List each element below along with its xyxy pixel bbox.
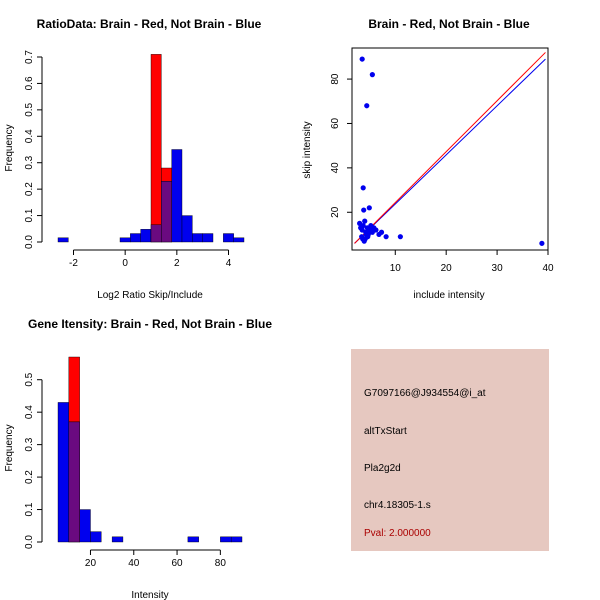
- gene-blue-bar: [187, 536, 199, 543]
- ratio-histogram-title: RatioData: Brain - Red, Not Brain - Blue: [37, 17, 262, 31]
- gene-blue-bar: [90, 531, 102, 543]
- scatter-point: [378, 229, 385, 235]
- gene-blue-bar: [79, 509, 91, 543]
- gene-y-tick-label: 0.2: [24, 470, 35, 484]
- gene-y-tick-label: 0.4: [24, 405, 35, 419]
- ratio-blue-bar: [223, 233, 234, 243]
- scatter-x-tick-label: 10: [390, 263, 402, 274]
- ratio-blue-bar: [140, 229, 152, 243]
- ratio-blue-bar: [233, 237, 245, 243]
- gene-blue-bar: [220, 536, 232, 543]
- ratio-blue-bar: [202, 233, 214, 243]
- scatter-x-tick-label: 30: [492, 263, 504, 274]
- gene-blue-bar: [57, 402, 70, 543]
- info-panel: G7097166@J934554@i_at altTxStart Pla2g2d…: [351, 349, 549, 551]
- ratio-blue-bar: [119, 237, 131, 243]
- scatter-point: [364, 103, 370, 109]
- gene-intensity-histogram-panel: Gene Itensity: Brain - Red, Not Brain - …: [4, 317, 272, 600]
- scatter-title: Brain - Red, Not Brain - Blue: [368, 17, 530, 31]
- scatter-x-tick-label: 40: [542, 263, 554, 274]
- gene-x-tick-label: 60: [171, 558, 183, 569]
- scatter-point: [383, 234, 389, 240]
- ratio-y-tick-label: 0.5: [24, 102, 35, 116]
- scatter-point: [369, 72, 375, 78]
- ratio-blue-bar: [130, 233, 141, 243]
- gene-y-tick-label: 0.0: [24, 535, 35, 549]
- scatter-red-fit-line: [354, 52, 546, 244]
- scatter-point: [359, 56, 365, 62]
- ratio-y-tick-label: 0.2: [24, 182, 35, 196]
- ratio-red-bar: [150, 54, 162, 226]
- scatter-point: [373, 227, 379, 233]
- scatter-y-tick-label: 80: [330, 73, 341, 85]
- ratio-x-tick-label: 0: [122, 258, 128, 269]
- scatter-point: [360, 222, 366, 229]
- gene-y-tick-label: 0.1: [24, 502, 35, 516]
- ratio-blue-bar: [181, 215, 193, 243]
- ratio-blue-bar: [192, 233, 203, 243]
- scatter-y-tick-label: 60: [330, 117, 341, 129]
- gene-y-tick-label: 0.3: [24, 437, 35, 451]
- gene-blue-bar: [230, 536, 243, 543]
- event-type: altTxStart: [364, 426, 407, 437]
- gene-histogram-xlabel: Intensity: [131, 590, 168, 600]
- intensity-scatter-panel: Brain - Red, Not Brain - Blue include in…: [302, 17, 554, 301]
- ratio-y-tick-label: 0.7: [24, 50, 35, 64]
- scatter-point: [366, 205, 372, 211]
- scatter-point: [360, 185, 366, 191]
- scatter-y-tick-label: 20: [330, 206, 341, 218]
- ratio-overlap-bar: [150, 224, 162, 243]
- gene-red-bar: [68, 356, 80, 423]
- scatter-point: [362, 218, 368, 224]
- scatter-x-tick-label: 20: [441, 263, 453, 274]
- scatter-ylabel: skip intensity: [302, 121, 313, 178]
- ratio-overlap-bar: [161, 181, 172, 243]
- scatter-blue-fit-line: [354, 58, 546, 244]
- ratio-y-tick-label: 0.1: [24, 208, 35, 222]
- chromosome-location: chr4.18305-1.s: [364, 500, 431, 511]
- ratio-y-tick-label: 0.4: [24, 129, 35, 143]
- ratio-x-tick-label: -2: [69, 258, 78, 269]
- ratio-y-tick-label: 0.0: [24, 235, 35, 249]
- scatter-point: [360, 236, 366, 242]
- ratio-y-tick-label: 0.6: [24, 76, 35, 90]
- scatter-frame: [351, 47, 549, 251]
- scatter-y-tick-label: 40: [330, 162, 341, 174]
- ratio-blue-bar: [57, 237, 69, 243]
- probe-id: G7097166@J934554@i_at: [364, 388, 486, 399]
- gene-y-tick-label: 0.5: [24, 372, 35, 386]
- gene-blue-bar: [111, 536, 124, 543]
- gene-x-tick-label: 80: [215, 558, 227, 569]
- gene-x-tick-label: 40: [128, 558, 140, 569]
- ratio-histogram-xlabel: Log2 Ratio Skip/Include: [97, 290, 203, 301]
- ratio-histogram-ylabel: Frequency: [4, 124, 15, 171]
- ratio-x-tick-label: 2: [174, 258, 180, 269]
- ratio-red-bar: [161, 167, 172, 182]
- gene-histogram-ylabel: Frequency: [4, 424, 15, 471]
- scatter-point: [361, 207, 367, 213]
- gene-x-tick-label: 20: [85, 558, 97, 569]
- scatter-xlabel: include intensity: [413, 290, 484, 301]
- scatter-point: [397, 234, 403, 240]
- info-panel-background: [351, 349, 549, 551]
- ratio-blue-bar: [171, 149, 183, 243]
- ratio-y-tick-label: 0.3: [24, 155, 35, 169]
- gene-histogram-title: Gene Itensity: Brain - Red, Not Brain - …: [28, 317, 272, 331]
- ratio-x-tick-label: 4: [226, 258, 232, 269]
- scatter-point: [363, 231, 369, 238]
- scatter-point: [539, 240, 545, 246]
- ratio-histogram-panel: RatioData: Brain - Red, Not Brain - Blue…: [4, 17, 262, 301]
- gene-name: Pla2g2d: [364, 463, 401, 474]
- gene-overlap-bar: [68, 421, 80, 543]
- pval-text: Pval: 2.000000: [364, 528, 431, 539]
